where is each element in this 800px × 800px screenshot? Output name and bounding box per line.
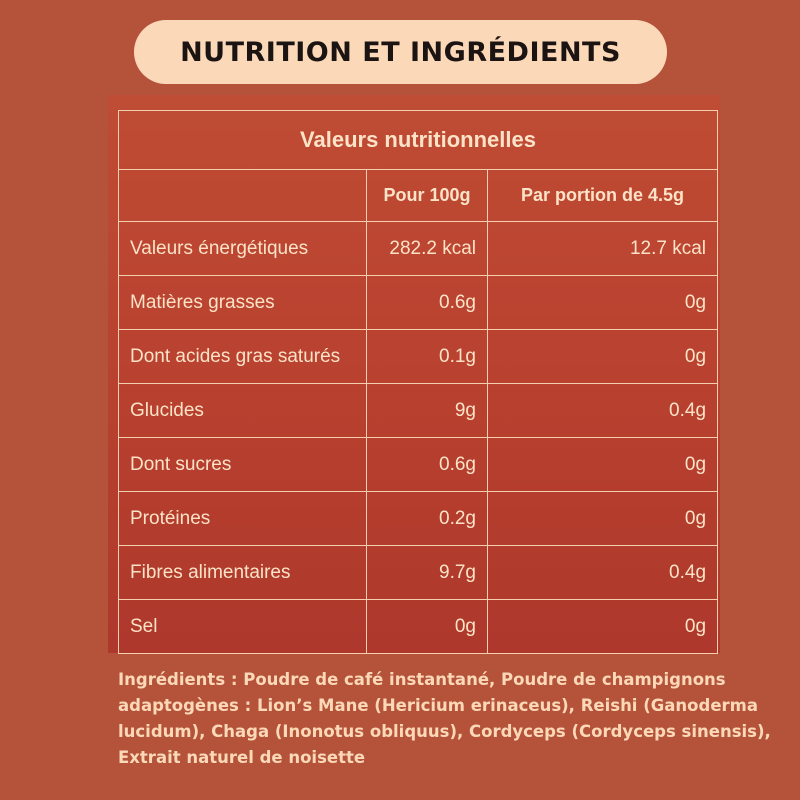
row-label: Protéines (118, 491, 367, 546)
nutrition-table: Valeurs nutritionnelles Pour 100g Par po… (117, 110, 719, 654)
row-label: Matières grasses (118, 275, 367, 330)
title-banner: NUTRITION ET INGRÉDIENTS (134, 20, 667, 84)
value-per-100g: 0.1g (366, 329, 488, 384)
row-label: Sel (118, 599, 367, 654)
value-per-100g: 9.7g (366, 545, 488, 600)
row-label: Valeurs énergétiques (118, 221, 367, 276)
row-label: Dont acides gras saturés (118, 329, 367, 384)
table-row: Sel 0g 0g (118, 599, 719, 654)
value-per-portion: 0g (486, 329, 719, 384)
value-per-100g: 9g (366, 383, 488, 438)
value-per-portion: 0g (486, 437, 719, 492)
column-header-per-100g: Pour 100g (366, 169, 488, 222)
table-row: Glucides 9g 0.4g (118, 383, 719, 438)
row-label: Fibres alimentaires (118, 545, 367, 600)
table-row: Dont sucres 0.6g 0g (118, 437, 719, 492)
value-per-portion: 0g (486, 275, 719, 330)
value-per-100g: 0.6g (366, 437, 488, 492)
value-per-portion: 0g (486, 599, 719, 654)
column-header-label (118, 169, 367, 222)
page-title: NUTRITION ET INGRÉDIENTS (180, 36, 621, 68)
value-per-100g: 282.2 kcal (366, 221, 488, 276)
value-per-100g: 0.6g (366, 275, 488, 330)
value-per-portion: 0.4g (486, 383, 719, 438)
table-title: Valeurs nutritionnelles (117, 110, 719, 170)
ingredients-text: Ingrédients : Poudre de café instantané,… (118, 670, 771, 767)
value-per-100g: 0g (366, 599, 488, 654)
row-label: Glucides (118, 383, 367, 438)
value-per-portion: 12.7 kcal (486, 221, 719, 276)
table-row: Dont acides gras saturés 0.1g 0g (118, 329, 719, 384)
table-row: Valeurs énergétiques 282.2 kcal 12.7 kca… (118, 221, 719, 276)
table-row: Matières grasses 0.6g 0g (118, 275, 719, 330)
value-per-portion: 0.4g (486, 545, 719, 600)
value-per-100g: 0.2g (366, 491, 488, 546)
table-header-row: Pour 100g Par portion de 4.5g (118, 169, 719, 222)
value-per-portion: 0g (486, 491, 719, 546)
table-row: Fibres alimentaires 9.7g 0.4g (118, 545, 719, 600)
column-header-per-portion: Par portion de 4.5g (486, 169, 719, 222)
table-row: Protéines 0.2g 0g (118, 491, 719, 546)
row-label: Dont sucres (118, 437, 367, 492)
